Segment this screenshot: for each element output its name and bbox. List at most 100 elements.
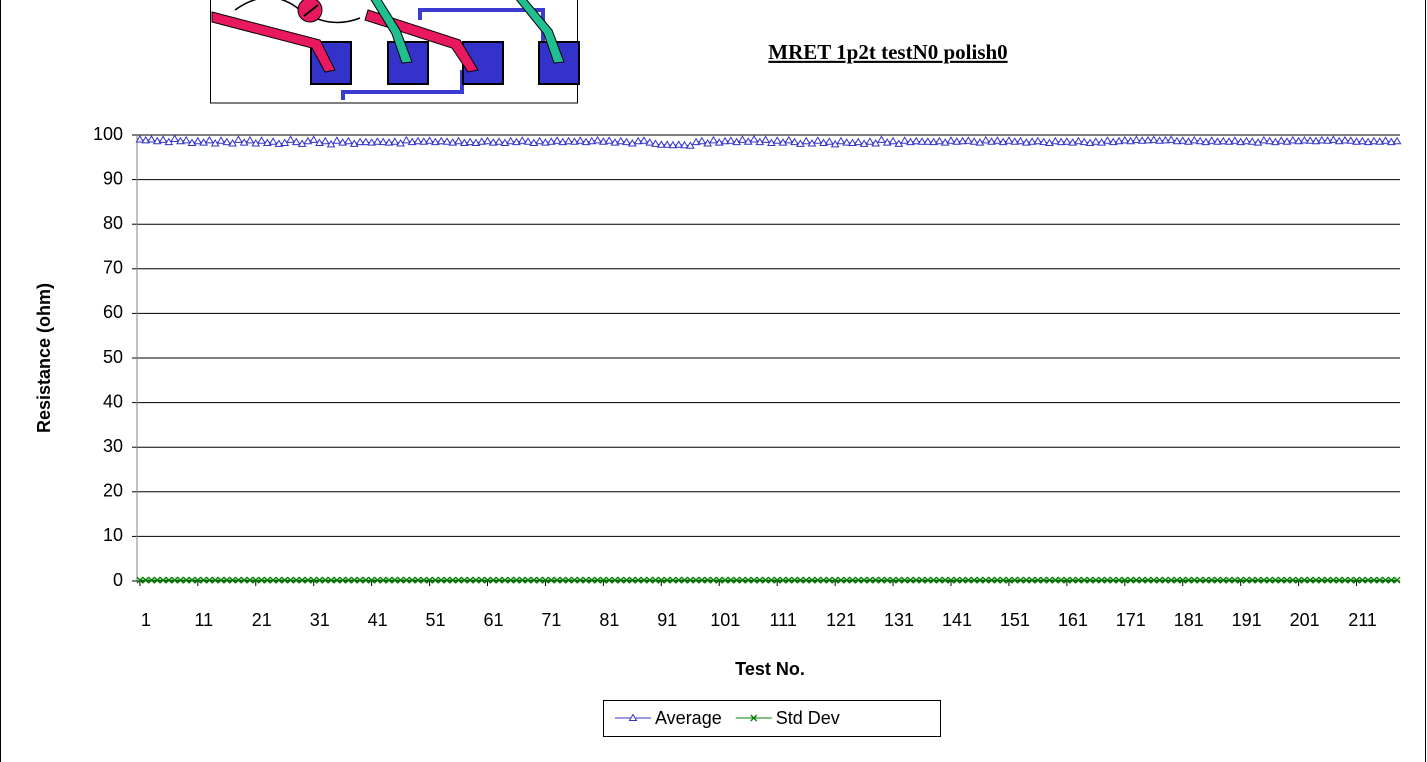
data-point — [831, 576, 839, 584]
data-point — [998, 137, 1008, 146]
data-point — [1190, 576, 1198, 584]
data-point — [1341, 576, 1349, 584]
data-point — [402, 135, 411, 144]
data-point — [773, 576, 781, 584]
data-point — [976, 576, 984, 584]
data-point — [1237, 576, 1245, 584]
data-point — [882, 138, 892, 146]
data-point — [969, 137, 979, 145]
data-point — [935, 136, 944, 145]
data-point — [987, 137, 996, 145]
data-point — [1202, 576, 1210, 584]
data-point — [437, 576, 445, 584]
data-point — [165, 576, 173, 584]
data-point — [1300, 135, 1309, 144]
x-tick-label: 191 — [1232, 610, 1262, 630]
data-point — [442, 137, 452, 145]
data-point — [1207, 136, 1217, 144]
data-point — [1312, 576, 1320, 584]
probe-diagram — [210, 0, 580, 104]
data-point — [541, 576, 549, 584]
x-tick-label: 41 — [368, 610, 388, 630]
data-point — [923, 137, 933, 145]
data-point — [1092, 576, 1100, 584]
data-point — [669, 576, 677, 584]
data-point — [622, 137, 631, 146]
data-point — [488, 138, 498, 146]
data-point — [1253, 138, 1263, 146]
data-point — [188, 576, 196, 584]
data-point — [1010, 137, 1020, 145]
data-point — [872, 576, 880, 584]
data-point — [1137, 136, 1147, 144]
data-point — [790, 137, 799, 146]
data-point — [303, 136, 313, 145]
data-point — [726, 136, 736, 144]
data-point — [685, 141, 695, 149]
data-point — [570, 137, 579, 145]
data-point — [1189, 135, 1199, 144]
data-point — [1214, 576, 1221, 584]
data-point — [1369, 136, 1379, 145]
data-point — [1046, 576, 1053, 584]
data-point — [1103, 576, 1111, 584]
data-point — [420, 576, 428, 584]
data-point — [320, 136, 330, 145]
data-point — [628, 576, 636, 584]
data-point — [245, 135, 255, 144]
data-point — [269, 576, 277, 584]
data-point — [808, 576, 816, 584]
data-point — [546, 137, 556, 145]
data-point — [1085, 138, 1095, 147]
data-point — [454, 136, 463, 145]
data-point — [1005, 576, 1013, 584]
data-point — [814, 576, 822, 584]
data-point — [1305, 136, 1315, 144]
data-point — [656, 140, 666, 148]
x-axis-label: Test No. — [735, 659, 805, 679]
data-point — [240, 576, 248, 584]
data-point — [448, 138, 458, 146]
data-point — [836, 136, 846, 145]
x-tick-label: 1 — [141, 610, 151, 630]
data-point — [553, 576, 561, 584]
data-point — [402, 576, 410, 584]
data-point — [1387, 576, 1395, 584]
data-point — [298, 576, 306, 584]
x-tick-label: 161 — [1058, 610, 1088, 630]
data-point — [594, 576, 602, 584]
y-tick-label: 70 — [103, 258, 123, 278]
data-point — [397, 576, 405, 584]
legend-box — [603, 700, 941, 737]
data-point — [350, 576, 358, 584]
data-point — [338, 138, 348, 146]
data-point — [1346, 136, 1356, 144]
x-tick-label: 141 — [942, 610, 972, 630]
legend-label: Std Dev — [776, 708, 840, 728]
data-point — [1236, 137, 1246, 146]
data-point — [576, 576, 584, 584]
data-point — [1075, 576, 1082, 584]
data-point — [785, 576, 793, 584]
data-point — [1382, 576, 1389, 584]
data-point — [1224, 137, 1234, 145]
data-point — [743, 137, 753, 145]
data-point — [1353, 576, 1361, 584]
data-point — [1219, 576, 1227, 584]
data-point — [616, 136, 626, 145]
data-point — [911, 136, 921, 145]
data-point — [1138, 576, 1146, 584]
data-point — [697, 136, 707, 145]
data-point — [257, 136, 266, 144]
data-point — [1028, 576, 1036, 584]
data-point — [924, 576, 932, 584]
data-point — [778, 138, 788, 146]
data-point — [982, 576, 990, 584]
data-point — [258, 576, 266, 584]
data-point — [1155, 136, 1164, 144]
data-point — [762, 576, 770, 584]
data-point — [698, 576, 706, 584]
data-point — [1091, 137, 1101, 145]
data-point — [158, 135, 168, 143]
